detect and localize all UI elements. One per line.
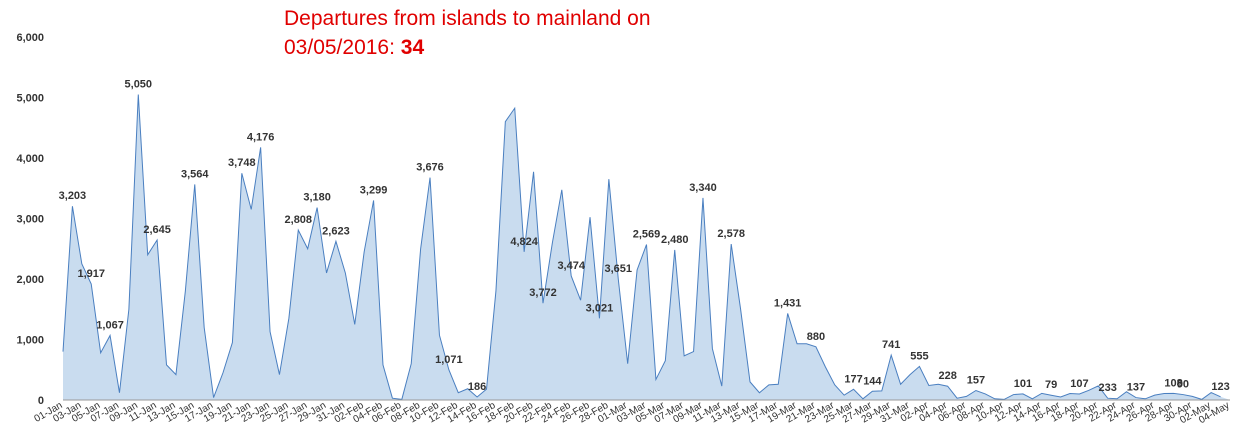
data-label: 2,480: [661, 234, 689, 246]
data-label: 137: [1127, 382, 1145, 394]
data-label: 3,203: [59, 190, 87, 202]
chart-title-line2: 03/05/2016: 34: [284, 33, 651, 62]
data-label: 101: [1014, 378, 1032, 390]
data-label: 1,431: [774, 297, 802, 309]
chart-title: Departures from islands to mainland on 0…: [284, 4, 651, 62]
data-label: 3,748: [228, 157, 256, 169]
data-label: 107: [1070, 378, 1088, 390]
data-label: 3,474: [557, 260, 585, 272]
data-label: 123: [1211, 381, 1229, 393]
data-label: 90: [1177, 379, 1189, 391]
chart-title-date: 03/05/2016:: [284, 36, 395, 59]
data-label: 3,651: [605, 263, 633, 275]
y-tick-label: 1,000: [16, 335, 44, 347]
data-label: 741: [882, 339, 900, 351]
data-label: 3,772: [529, 287, 557, 299]
y-tick-label: 5,000: [16, 93, 44, 105]
data-label: 2,569: [633, 229, 661, 241]
data-label: 1,067: [96, 319, 124, 331]
y-tick-label: 4,000: [16, 153, 44, 165]
data-label: 3,564: [181, 168, 209, 180]
y-tick-label: 6,000: [16, 32, 44, 44]
data-label: 177: [844, 373, 862, 385]
data-label: 3,299: [360, 184, 388, 196]
data-label: 2,578: [717, 228, 745, 240]
data-label: 2,623: [322, 225, 350, 237]
data-label: 1,071: [435, 354, 463, 366]
data-label: 5,050: [125, 78, 153, 90]
data-label: 144: [863, 375, 882, 387]
data-label: 3,021: [586, 302, 614, 314]
chart-title-count: 34: [400, 36, 425, 59]
data-label: 555: [910, 350, 928, 362]
y-tick-label: 3,000: [16, 214, 44, 226]
data-label: 157: [967, 375, 985, 387]
data-label: 2,808: [285, 214, 313, 226]
data-label: 1,917: [77, 268, 105, 280]
data-label: 4,176: [247, 131, 275, 143]
data-label: 3,180: [303, 192, 331, 204]
data-label: 53: [1224, 0, 1236, 3]
data-label: 880: [807, 331, 825, 343]
y-tick-label: 2,000: [16, 274, 44, 286]
data-label: 2,645: [143, 224, 171, 236]
data-label: 186: [468, 381, 486, 393]
y-tick-label: 0: [38, 395, 44, 407]
data-label: 233: [1098, 382, 1116, 394]
chart-title-line1: Departures from islands to mainland on: [284, 7, 651, 30]
data-label: 3,340: [689, 182, 717, 194]
data-label: 4,824: [510, 236, 538, 248]
data-label: 3,676: [416, 162, 444, 174]
data-label: 108: [1164, 377, 1182, 389]
series-line: [62, 94, 1221, 400]
data-label: 228: [938, 370, 956, 382]
data-label: 79: [1045, 379, 1057, 391]
